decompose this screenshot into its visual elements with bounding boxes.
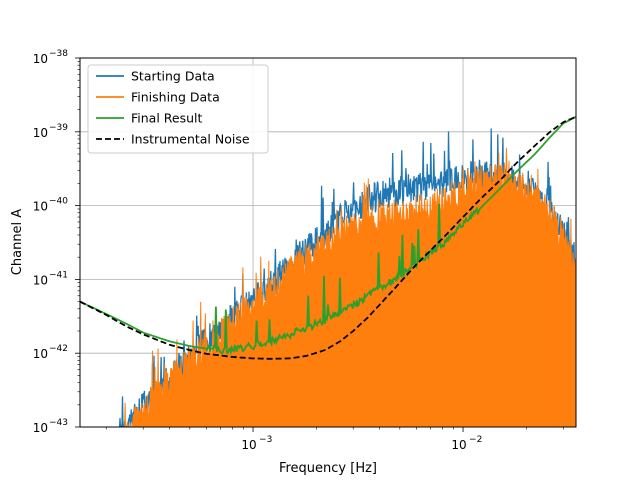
y-tick-label: 10 (33, 52, 48, 66)
series-group (80, 115, 576, 427)
y-tick-label: 10 (33, 347, 48, 361)
legend-label: Finishing Data (131, 90, 220, 105)
y-tick-label: 10 (33, 273, 48, 287)
plot-frame (79, 57, 577, 428)
y-tick-exponent: −42 (49, 344, 68, 354)
y-tick-label: 10 (33, 200, 48, 214)
legend-label: Starting Data (131, 69, 215, 84)
legend-box (87, 64, 269, 154)
series-instrumental-noise (80, 115, 576, 360)
y-tick-exponent: −40 (49, 197, 68, 207)
y-tick-exponent: −39 (49, 123, 68, 133)
x-tick-label: 10 (451, 438, 466, 452)
y-tick-exponent: −43 (49, 418, 68, 428)
y-tick-label: 10 (33, 421, 48, 435)
y-tick-exponent: −38 (49, 49, 68, 59)
y-tick-label: 10 (33, 126, 48, 140)
series-final-result (80, 115, 576, 356)
x-tick-label: 10 (241, 438, 256, 452)
x-tick-exponent: −2 (469, 435, 482, 445)
y-axis-label: Channel A (10, 209, 25, 276)
x-axis-label: Frequency [Hz] (279, 461, 377, 476)
x-tick-exponent: −3 (259, 435, 272, 445)
series-finishing-data (118, 147, 576, 427)
legend-label: Instrumental Noise (131, 132, 250, 147)
y-tick-exponent: −41 (49, 270, 68, 280)
legend-label: Final Result (131, 111, 203, 126)
legend: Starting Data Finishing Data Final Result I… (87, 64, 269, 154)
